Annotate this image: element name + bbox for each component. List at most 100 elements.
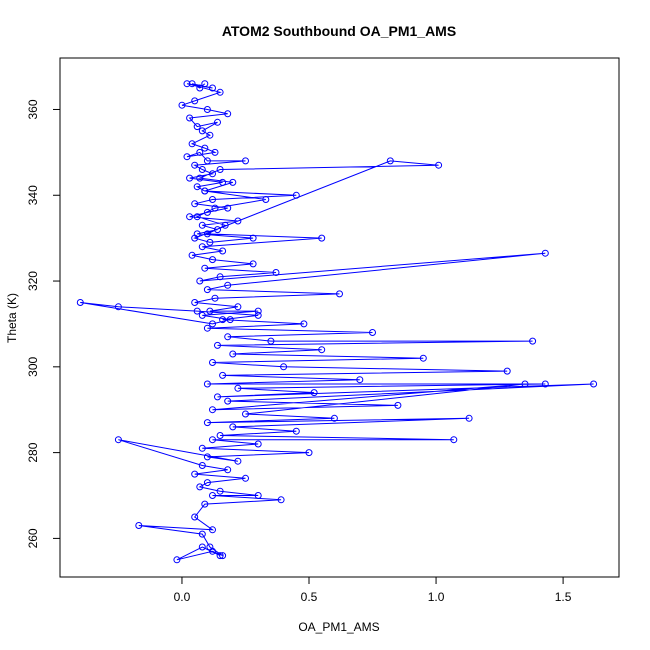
- data-point: [219, 178, 227, 186]
- data-point: [211, 294, 219, 302]
- data-point: [219, 316, 227, 324]
- data-point: [196, 84, 204, 92]
- data-point: [249, 234, 257, 242]
- data-point: [292, 191, 300, 199]
- data-point: [114, 303, 122, 311]
- data-point: [209, 547, 216, 555]
- data-point: [203, 324, 211, 332]
- data-point: [216, 432, 224, 439]
- chart-title: ATOM2 Southbound OA_PM1_AMS: [222, 23, 456, 39]
- data-point: [254, 492, 262, 499]
- data-point: [114, 436, 122, 444]
- data-point: [198, 444, 206, 452]
- data-point: [242, 474, 249, 482]
- data-point: [203, 479, 211, 487]
- data-point: [203, 157, 211, 165]
- y-axis: 260 280 300 320 340 360: [26, 99, 61, 548]
- data-point: [193, 213, 201, 221]
- data-point: [198, 243, 206, 251]
- data-point: [188, 251, 196, 259]
- data-point: [214, 118, 221, 126]
- data-point: [267, 337, 275, 345]
- series-line: [80, 83, 594, 561]
- data-point: [254, 440, 262, 448]
- data-point: [191, 200, 199, 208]
- data-point: [209, 406, 216, 414]
- data-point: [292, 427, 300, 435]
- data-point: [277, 496, 285, 504]
- data-point: [224, 397, 232, 405]
- data-point: [330, 414, 338, 422]
- data-point: [183, 153, 191, 161]
- data-point: [318, 234, 326, 242]
- data-point: [191, 513, 199, 521]
- y-tick-label: 280: [26, 442, 40, 462]
- data-point: [186, 114, 194, 122]
- data-point: [300, 320, 308, 328]
- data-point: [219, 371, 227, 379]
- data-point: [209, 492, 216, 499]
- data-point: [201, 187, 209, 195]
- data-point: [76, 299, 84, 306]
- y-tick-label: 300: [26, 356, 40, 376]
- data-point: [206, 131, 214, 139]
- data-point: [249, 260, 257, 268]
- data-point: [201, 264, 209, 272]
- x-tick-label: 0.0: [174, 590, 191, 604]
- data-point: [214, 341, 221, 349]
- data-point: [234, 217, 242, 225]
- data-point: [191, 97, 199, 105]
- series-layer: [76, 80, 598, 564]
- data-point: [541, 249, 549, 257]
- data-point: [206, 238, 214, 246]
- data-point: [183, 80, 191, 88]
- data-point: [193, 307, 201, 315]
- data-point: [201, 500, 209, 508]
- data-point: [209, 359, 216, 366]
- data-point: [191, 299, 199, 306]
- data-point: [541, 380, 549, 388]
- data-point: [198, 462, 206, 469]
- data-point: [234, 457, 242, 465]
- data-point: [224, 281, 232, 289]
- data-point: [216, 88, 224, 96]
- data-point: [224, 466, 232, 474]
- data-point: [203, 230, 211, 238]
- data-point: [435, 161, 443, 169]
- data-point: [209, 84, 216, 92]
- data-point: [521, 380, 529, 388]
- y-tick-label: 320: [26, 271, 40, 291]
- data-point: [188, 140, 196, 148]
- y-axis-label: Theta (K): [5, 293, 19, 343]
- data-point: [224, 333, 232, 341]
- data-point: [369, 329, 376, 336]
- data-point: [191, 161, 199, 169]
- data-point: [203, 208, 211, 216]
- y-tick-label: 260: [26, 528, 40, 548]
- y-tick-label: 360: [26, 99, 40, 119]
- data-point: [201, 80, 209, 88]
- data-point: [216, 166, 224, 173]
- data-point: [216, 273, 224, 281]
- x-tick-label: 1.5: [555, 590, 572, 604]
- data-point: [198, 530, 206, 538]
- data-point: [198, 127, 206, 135]
- data-point: [209, 170, 216, 178]
- data-point: [221, 221, 229, 229]
- data-point: [254, 311, 262, 319]
- data-point: [229, 178, 237, 186]
- data-point: [203, 286, 211, 294]
- data-point: [419, 354, 427, 362]
- data-point: [214, 393, 221, 401]
- data-point: [209, 320, 216, 328]
- data-point: [198, 543, 206, 551]
- data-point: [242, 410, 249, 418]
- data-point: [201, 144, 209, 152]
- data-point: [203, 453, 211, 461]
- data-point: [203, 380, 211, 388]
- data-point: [318, 346, 326, 354]
- data-point: [529, 337, 537, 345]
- data-point: [186, 213, 194, 221]
